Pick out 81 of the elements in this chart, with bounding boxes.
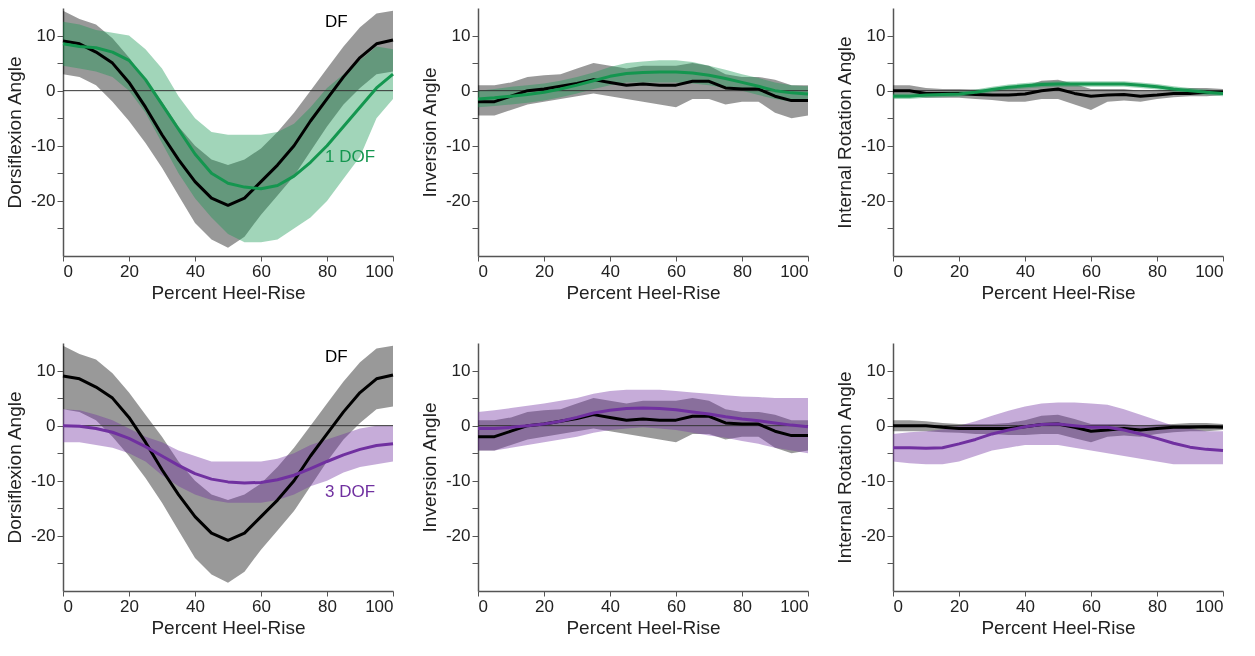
x-axis-title: Percent Heel-Rise	[566, 281, 721, 303]
x-tick-label: 100	[780, 261, 809, 281]
x-axis-title: Percent Heel-Rise	[151, 281, 306, 303]
x-tick-label: 20	[950, 596, 969, 616]
y-tick-label: 0	[46, 416, 56, 436]
y-tick-label: -20	[860, 191, 886, 211]
x-tick-label: 80	[318, 261, 337, 281]
x-tick-label: 40	[601, 596, 620, 616]
x-tick-label: 80	[1148, 261, 1167, 281]
x-tick-label: 100	[1195, 596, 1224, 616]
y-axis-title: Dorsiflexion Angle	[3, 56, 25, 209]
line-series	[476, 406, 810, 430]
x-axis-title: Percent Heel-Rise	[151, 616, 306, 638]
x-tick-label: 20	[535, 596, 554, 616]
x-tick-label: 100	[365, 261, 394, 281]
x-tick-label: 60	[1082, 596, 1101, 616]
x-tick-label: 0	[63, 596, 73, 616]
y-tick-label: 10	[36, 361, 56, 381]
series-label: DF	[325, 347, 348, 366]
x-tick-label: 0	[478, 596, 488, 616]
x-tick-label: 100	[365, 596, 394, 616]
x-axis-title: Percent Heel-Rise	[981, 281, 1136, 303]
x-tick-label: 80	[733, 596, 752, 616]
line-series	[891, 422, 1225, 452]
x-tick-label: 40	[186, 596, 205, 616]
x-tick-label: 100	[1195, 261, 1224, 281]
y-axis-title: Inversion Angle	[418, 67, 440, 198]
y-tick-label: -10	[860, 471, 886, 491]
y-axis-title: Dorsiflexion Angle	[3, 391, 25, 544]
series-label: DF	[325, 12, 348, 31]
x-tick-label: 80	[1148, 596, 1167, 616]
y-tick-label: 10	[451, 361, 471, 381]
x-tick-label: 60	[667, 261, 686, 281]
y-tick-label: 10	[451, 26, 471, 46]
x-tick-label: 60	[667, 596, 686, 616]
y-tick-label: -20	[445, 191, 471, 211]
x-tick-label: 60	[252, 596, 271, 616]
x-tick-label: 40	[186, 261, 205, 281]
y-tick-label: -10	[30, 471, 56, 491]
line-series	[61, 373, 395, 542]
x-axis-title: Percent Heel-Rise	[566, 616, 721, 638]
x-tick-label: 40	[601, 261, 620, 281]
line-series	[476, 70, 810, 101]
y-axis-title: Internal Rotation Angle	[833, 371, 855, 564]
x-tick-label: 80	[733, 261, 752, 281]
x-tick-label: 80	[318, 596, 337, 616]
y-tick-label: 10	[866, 26, 886, 46]
x-tick-label: 60	[252, 261, 271, 281]
x-tick-label: 20	[535, 261, 554, 281]
y-tick-label: 10	[36, 26, 56, 46]
y-tick-label: 0	[876, 416, 886, 436]
x-tick-label: 40	[1016, 596, 1035, 616]
x-tick-label: 0	[478, 261, 488, 281]
x-tick-label: 20	[120, 596, 139, 616]
x-tick-label: 40	[1016, 261, 1035, 281]
y-tick-label: -20	[30, 526, 56, 546]
y-tick-label: -10	[860, 136, 886, 156]
y-tick-label: 0	[46, 81, 56, 101]
y-tick-label: 0	[461, 81, 471, 101]
y-tick-label: -20	[860, 526, 886, 546]
x-tick-label: 0	[63, 261, 73, 281]
x-tick-label: 0	[893, 261, 903, 281]
y-axis-title: Internal Rotation Angle	[833, 36, 855, 229]
y-tick-label: 10	[866, 361, 886, 381]
y-tick-label: 0	[461, 416, 471, 436]
x-tick-label: 60	[1082, 261, 1101, 281]
y-tick-label: 0	[876, 81, 886, 101]
line-series	[476, 78, 810, 104]
x-axis-title: Percent Heel-Rise	[981, 616, 1136, 638]
y-tick-label: -10	[445, 136, 471, 156]
y-tick-label: -20	[445, 526, 471, 546]
x-tick-label: 0	[893, 596, 903, 616]
x-tick-label: 20	[120, 261, 139, 281]
x-tick-label: 100	[780, 596, 809, 616]
y-tick-label: -20	[30, 191, 56, 211]
x-tick-label: 20	[950, 261, 969, 281]
y-tick-label: -10	[30, 136, 56, 156]
y-axis-title: Inversion Angle	[418, 402, 440, 533]
line-series	[61, 424, 395, 485]
y-tick-label: -10	[445, 471, 471, 491]
series-label: 3 DOF	[325, 481, 376, 501]
